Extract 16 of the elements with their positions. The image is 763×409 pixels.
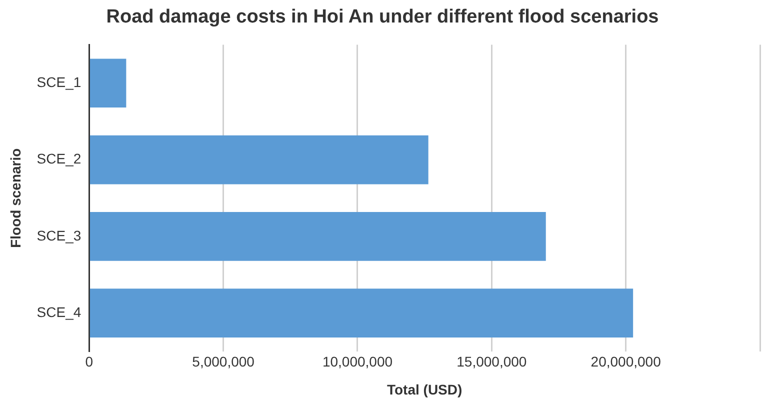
y-tick-label: SCE_3 xyxy=(36,227,82,244)
bar xyxy=(90,58,126,108)
x-tick-label: 0 xyxy=(85,354,94,370)
x-tick-label: 15,000,000 xyxy=(456,354,527,370)
y-tick-label: SCE_4 xyxy=(36,304,82,320)
x-tick-label: 20,000,000 xyxy=(590,354,662,370)
y-tick-label: SCE_1 xyxy=(36,74,82,90)
x-tick-label: 10,000,000 xyxy=(322,354,393,370)
x-tick-label: 5,000,000 xyxy=(192,354,255,370)
y-axis-title: Flood scenario xyxy=(7,148,24,248)
bar xyxy=(90,212,546,261)
y-tick-label: SCE_2 xyxy=(36,150,82,167)
bar xyxy=(90,288,634,338)
chart-title: Road damage costs in Hoi An under different flood scenarios xyxy=(106,6,659,28)
bar xyxy=(90,135,428,184)
x-axis-title: Total (USD) xyxy=(386,381,462,398)
